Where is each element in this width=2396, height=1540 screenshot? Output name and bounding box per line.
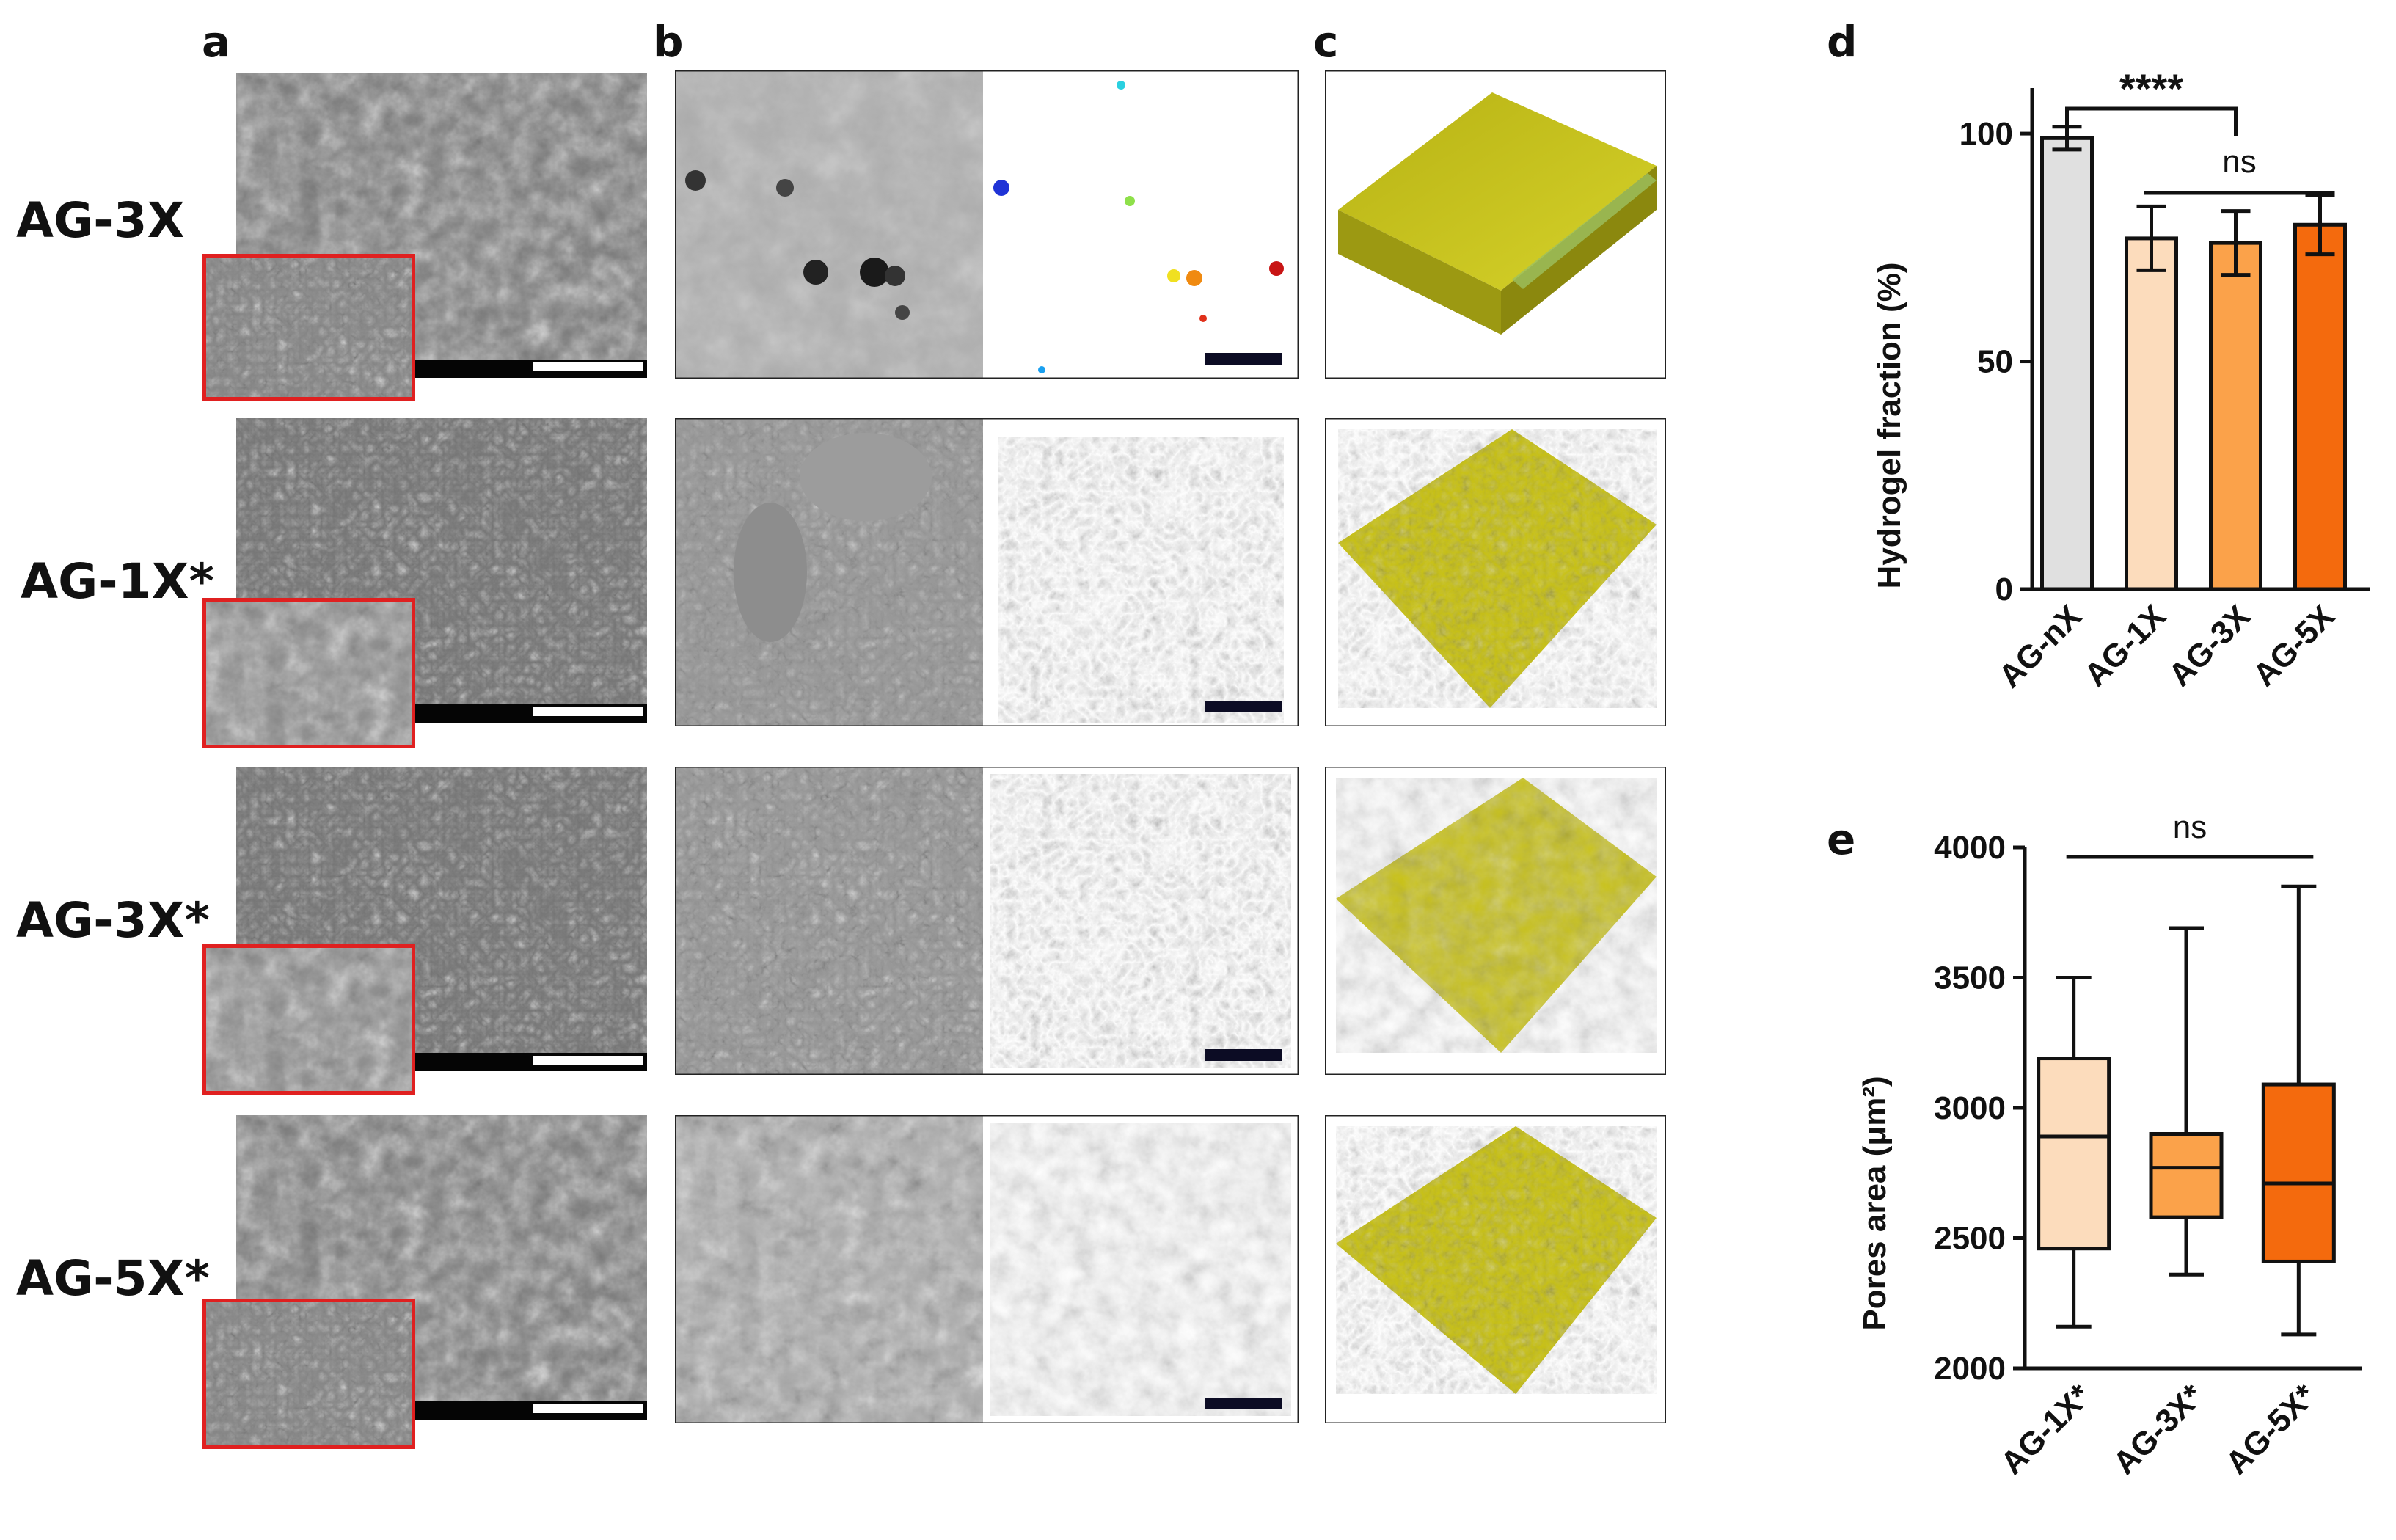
bar-ag-nx [2040, 136, 2094, 591]
box-ag-3x-star [2149, 1132, 2224, 1219]
y-tick-label: 2000 [1934, 1351, 2006, 1387]
x-tick-label: AG-nX [1992, 598, 2088, 694]
y-tick-label: 3500 [1934, 960, 2006, 996]
sem-image-ag-3x [236, 73, 647, 378]
x-tick-label: AG-1X [2078, 598, 2173, 693]
sem-inset-ag-5x-star [202, 1299, 415, 1449]
panel-label-c: c [1313, 17, 1339, 67]
y-tick-label: 0 [1995, 572, 2013, 607]
sem-inset-ag-3x-star [202, 944, 415, 1095]
pores-area-chart: Pores area (μm²) 2000 2500 3000 3500 4000 ns… [1857, 814, 2362, 1481]
pore-map-ag-3x-star [675, 767, 1299, 1075]
pore-map-ag-3x [675, 70, 1299, 379]
sem-inset-ag-1x-star [202, 598, 415, 748]
ns-label: ns [2222, 144, 2256, 180]
y-axis-label: Pores area (μm²) [1857, 1076, 1893, 1330]
bar-ag-5x [2293, 222, 2347, 591]
y-tick-label: 3000 [1934, 1090, 2006, 1126]
y-axis-label: Hydrogel fraction (%) [1871, 263, 1907, 589]
significance-bracket [2065, 106, 2238, 136]
panel-label-d: d [1827, 17, 1858, 67]
render-3d-ag-1x-star [1325, 418, 1666, 726]
bar-ag-3x [2209, 241, 2262, 591]
x-tick-label: AG-3X* [2106, 1377, 2210, 1481]
row-label-3: AG-3X* [16, 892, 210, 949]
render-3d-ag-3x-star [1325, 767, 1666, 1075]
ns-label: ns [2173, 814, 2207, 845]
box-ag-5x-star [2261, 1082, 2336, 1263]
box-ag-1x-star [2037, 1057, 2111, 1251]
y-tick-label: 100 [1959, 116, 2013, 152]
y-tick-label: 2500 [1934, 1221, 2006, 1257]
panel-label-e: e [1827, 814, 1856, 864]
panel-label-a: a [202, 17, 231, 67]
row-label-2: AG-1X* [21, 553, 214, 610]
x-tick-label: AG-3X [2162, 598, 2257, 693]
sem-inset-ag-3x [202, 254, 415, 401]
render-3d-ag-3x [1325, 70, 1666, 379]
y-tick-label: 4000 [1934, 830, 2006, 866]
x-tick-label: AG-1X* [1994, 1377, 2098, 1481]
y-tick-label: 50 [1977, 344, 2013, 380]
bar-ag-1x [2125, 236, 2178, 591]
significance-label: **** [2119, 66, 2183, 112]
row-label-1: AG-3X [16, 192, 185, 249]
x-tick-label: AG-5X* [2219, 1377, 2323, 1481]
pore-map-ag-1x-star [675, 418, 1299, 726]
pore-map-ag-5x-star [675, 1115, 1299, 1423]
panel-label-b: b [653, 17, 684, 67]
x-tick-label: AG-5X [2246, 598, 2342, 693]
row-label-4: AG-5X* [16, 1250, 210, 1307]
hydrogel-fraction-chart: Hydrogel fraction (%) 0 50 100 **** ns AG-n… [1871, 66, 2370, 695]
render-3d-ag-5x-star [1325, 1115, 1666, 1423]
